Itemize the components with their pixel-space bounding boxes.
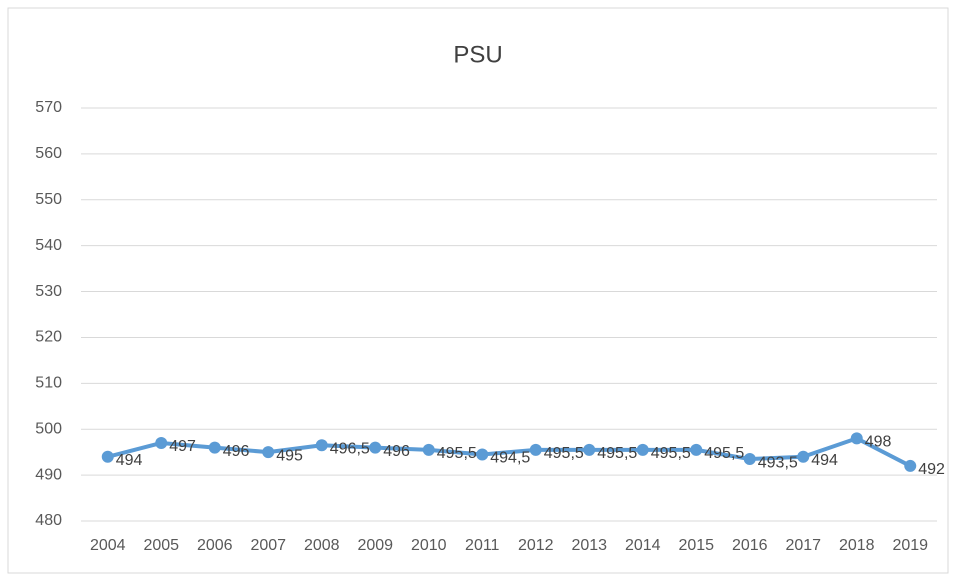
marker <box>476 448 489 461</box>
data-label: 495 <box>276 447 303 464</box>
data-label: 494,5 <box>490 450 530 467</box>
x-tick-label: 2008 <box>304 537 340 554</box>
y-tick-label: 500 <box>35 420 62 437</box>
x-tick-label: 2019 <box>892 537 928 554</box>
data-label: 496,5 <box>330 441 370 458</box>
marker <box>155 436 168 449</box>
data-label: 497 <box>169 438 196 455</box>
x-tick-label: 2014 <box>625 537 661 554</box>
data-label: 495,5 <box>651 445 691 462</box>
x-tick-label: 2017 <box>785 537 821 554</box>
y-tick-label: 490 <box>35 466 62 483</box>
data-label: 494 <box>811 452 838 469</box>
marker <box>636 443 649 456</box>
x-tick-label: 2013 <box>571 537 607 554</box>
data-label: 495,5 <box>704 445 744 462</box>
x-tick-label: 2016 <box>732 537 768 554</box>
x-tick-label: 2004 <box>90 537 126 554</box>
y-tick-label: 520 <box>35 329 62 346</box>
x-tick-label: 2018 <box>839 537 875 554</box>
data-label: 498 <box>865 434 892 451</box>
y-tick-label: 550 <box>35 191 62 208</box>
marker <box>904 459 917 472</box>
chart-frame <box>7 7 949 574</box>
y-tick-label: 570 <box>35 99 62 116</box>
marker <box>850 432 863 445</box>
y-tick-label: 510 <box>35 375 62 392</box>
marker <box>797 450 810 463</box>
y-tick-label: 540 <box>35 237 62 254</box>
chart-title: PSU <box>453 41 502 68</box>
data-label: 494 <box>116 452 143 469</box>
x-tick-label: 2005 <box>143 537 179 554</box>
line <box>107 436 912 468</box>
x-tick-label: 2010 <box>411 537 447 554</box>
x-tick-label: 2012 <box>518 537 554 554</box>
marker <box>743 453 756 466</box>
marker <box>101 450 114 463</box>
data-label: 495,5 <box>437 445 477 462</box>
data-label: 496 <box>223 443 250 460</box>
marker <box>690 443 703 456</box>
marker <box>208 441 221 454</box>
data-label: 496 <box>383 443 410 460</box>
x-tick-label: 2011 <box>465 537 500 554</box>
x-tick-label: 2015 <box>678 537 714 554</box>
y-tick-label: 560 <box>35 145 62 162</box>
x-tick-label: 2009 <box>357 537 393 554</box>
marker <box>422 443 435 456</box>
marker <box>583 443 596 456</box>
x-tick-label: 2007 <box>250 537 286 554</box>
marker <box>529 443 542 456</box>
data-label: 495,5 <box>597 445 637 462</box>
data-label: 492 <box>918 461 945 478</box>
data-label: 493,5 <box>758 454 798 471</box>
data-label: 495,5 <box>544 445 584 462</box>
marker <box>315 439 328 452</box>
y-tick-label: 480 <box>35 512 62 529</box>
marker <box>262 446 275 459</box>
marker <box>369 441 382 454</box>
x-tick-label: 2006 <box>197 537 233 554</box>
y-tick-label: 530 <box>35 283 62 300</box>
